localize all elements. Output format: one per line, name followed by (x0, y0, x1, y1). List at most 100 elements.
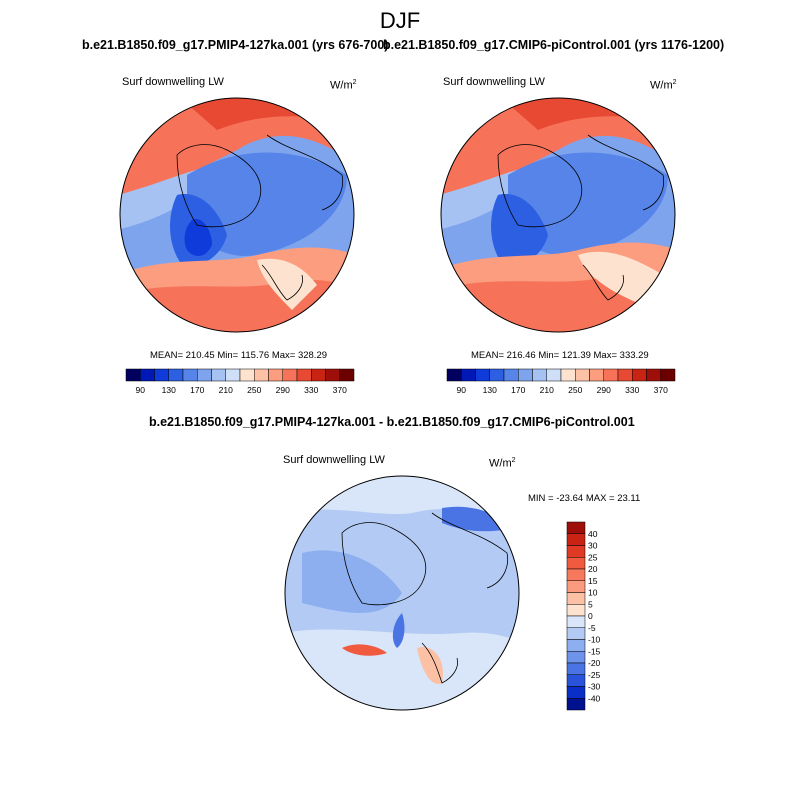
colorbar-swatch (566, 592, 586, 605)
colorbar-swatch (566, 627, 586, 640)
colorbar-tick-label: 20 (588, 564, 598, 574)
panel3-baffin-neg (392, 613, 405, 648)
colorbar-tick-label: 10 (588, 588, 598, 598)
colorbar-swatch (589, 368, 604, 382)
colorbar-tick-label: 210 (219, 385, 233, 395)
colorbar-tick-label: 330 (625, 385, 639, 395)
colorbar-tick-label: 130 (483, 385, 497, 395)
colorbar-tick-label: -5 (588, 623, 596, 633)
colorbar-tick-label: -15 (588, 646, 601, 656)
colorbar-swatch (566, 698, 586, 711)
colorbar-swatch (211, 368, 226, 382)
panel1-greenland-core (184, 219, 212, 257)
panel3-coastline-siberia (431, 512, 509, 589)
colorbar-tick-label: 5 (588, 599, 593, 609)
panel1-coastline-siberia (266, 134, 344, 211)
panel2-map-border (440, 97, 676, 333)
colorbar-swatch (560, 368, 576, 382)
colorbar-swatch (225, 368, 241, 382)
colorbar-tick-label: -30 (588, 682, 601, 692)
colorbar-swatch (296, 368, 312, 382)
main-title: DJF (379, 8, 421, 33)
panel2-coastline-europe (582, 264, 625, 301)
panel2-units: W/m2 (650, 79, 677, 92)
colorbar-swatch (168, 368, 184, 382)
colorbar-swatch (268, 368, 283, 382)
panel1-units: W/m2 (330, 79, 357, 92)
colorbar-swatch (575, 368, 590, 382)
colorbar-swatch (566, 545, 586, 558)
colorbar-swatch (311, 368, 326, 382)
colorbar-swatch (546, 368, 562, 382)
colorbar-swatch (566, 533, 586, 546)
colorbar-tick-label: -20 (588, 658, 601, 668)
panel2-arctic-cold (508, 152, 668, 256)
panel3-coastline-europe (421, 642, 459, 684)
colorbar-swatch (197, 368, 212, 382)
colorbar-swatch (566, 568, 586, 581)
panel2-coastline-canada (497, 144, 583, 228)
colorbar-tick-label: 90 (457, 385, 467, 395)
colorbar-tick-label: 130 (162, 385, 176, 395)
panel1-title: b.e21.B1850.f09_g17.PMIP4-127ka.001 (yrs… (82, 38, 389, 52)
panel3-canada-neg (302, 550, 402, 613)
panel1-colorbar: 90 130 170 210 250 290 330 370 (125, 368, 355, 395)
colorbar-swatch (125, 368, 141, 382)
colorbar-swatch (182, 368, 198, 382)
panel2-scandinavia (578, 251, 663, 305)
panel2-title: b.e21.B1850.f09_g17.CMIP6-piControl.001 … (383, 38, 725, 52)
colorbar-swatch (154, 368, 169, 382)
panel3-labrador-pos (342, 644, 387, 656)
panel1-coastline-europe (261, 264, 304, 301)
colorbar-swatch (475, 368, 490, 382)
colorbar-swatch (489, 368, 505, 382)
panel3-stats: MIN = -23.64 MAX = 23.11 (528, 493, 641, 504)
panel1-scandinavia (257, 258, 317, 310)
panel1-arctic-cold (187, 152, 347, 256)
colorbar-tick-label: 170 (511, 385, 525, 395)
panel3-map-border (284, 475, 520, 711)
colorbar-swatch (446, 368, 462, 382)
colorbar-swatch (140, 368, 155, 382)
colorbar-swatch (566, 651, 586, 664)
panel3-units: W/m2 (489, 457, 516, 470)
colorbar-swatch (632, 368, 647, 382)
colorbar-swatch (566, 604, 586, 617)
panel2-warm-pacific (441, 98, 675, 215)
colorbar-swatch (339, 368, 355, 382)
colorbar-swatch (617, 368, 633, 382)
colorbar-tick-label: 15 (588, 576, 598, 586)
colorbar-swatch (660, 368, 676, 382)
panel1-polar-map (119, 97, 355, 333)
panel1-atlantic-warmer (120, 280, 354, 332)
colorbar-tick-label: 170 (190, 385, 204, 395)
panel2-stats: MEAN= 216.46 Min= 121.39 Max= 333.29 (471, 350, 649, 361)
colorbar-swatch (566, 615, 586, 628)
panel1-stats: MEAN= 210.45 Min= 115.76 Max= 328.29 (150, 350, 328, 361)
colorbar-swatch (566, 557, 586, 570)
panel2-variable-label: Surf downwelling LW (443, 76, 545, 88)
colorbar-tick-label: 250 (568, 385, 582, 395)
colorbar-swatch (566, 674, 586, 687)
colorbar-tick-label: 250 (247, 385, 261, 395)
colorbar-swatch (239, 368, 255, 382)
colorbar-swatch (566, 686, 586, 699)
panel2-coastline-siberia (587, 134, 665, 211)
colorbar-swatch (532, 368, 547, 382)
panel3-siberia-neg (442, 506, 512, 532)
panel1-warm-pacific (120, 98, 354, 215)
colorbar-swatch (254, 368, 269, 382)
panel3-variable-label: Surf downwelling LW (283, 454, 385, 466)
colorbar-swatch (282, 368, 298, 382)
colorbar-tick-label: -40 (588, 693, 601, 703)
panel1-variable-label: Surf downwelling LW (122, 76, 224, 88)
panel3-polar-map (284, 475, 520, 711)
colorbar-swatch (518, 368, 533, 382)
panel3-atlantic-neutral (285, 629, 519, 710)
colorbar-tick-label: 370 (333, 385, 347, 395)
colorbar-tick-label: 30 (588, 541, 598, 551)
panel2-greenland-cold (491, 194, 548, 266)
colorbar-tick-label: 290 (597, 385, 611, 395)
colorbar-swatch (566, 662, 586, 675)
